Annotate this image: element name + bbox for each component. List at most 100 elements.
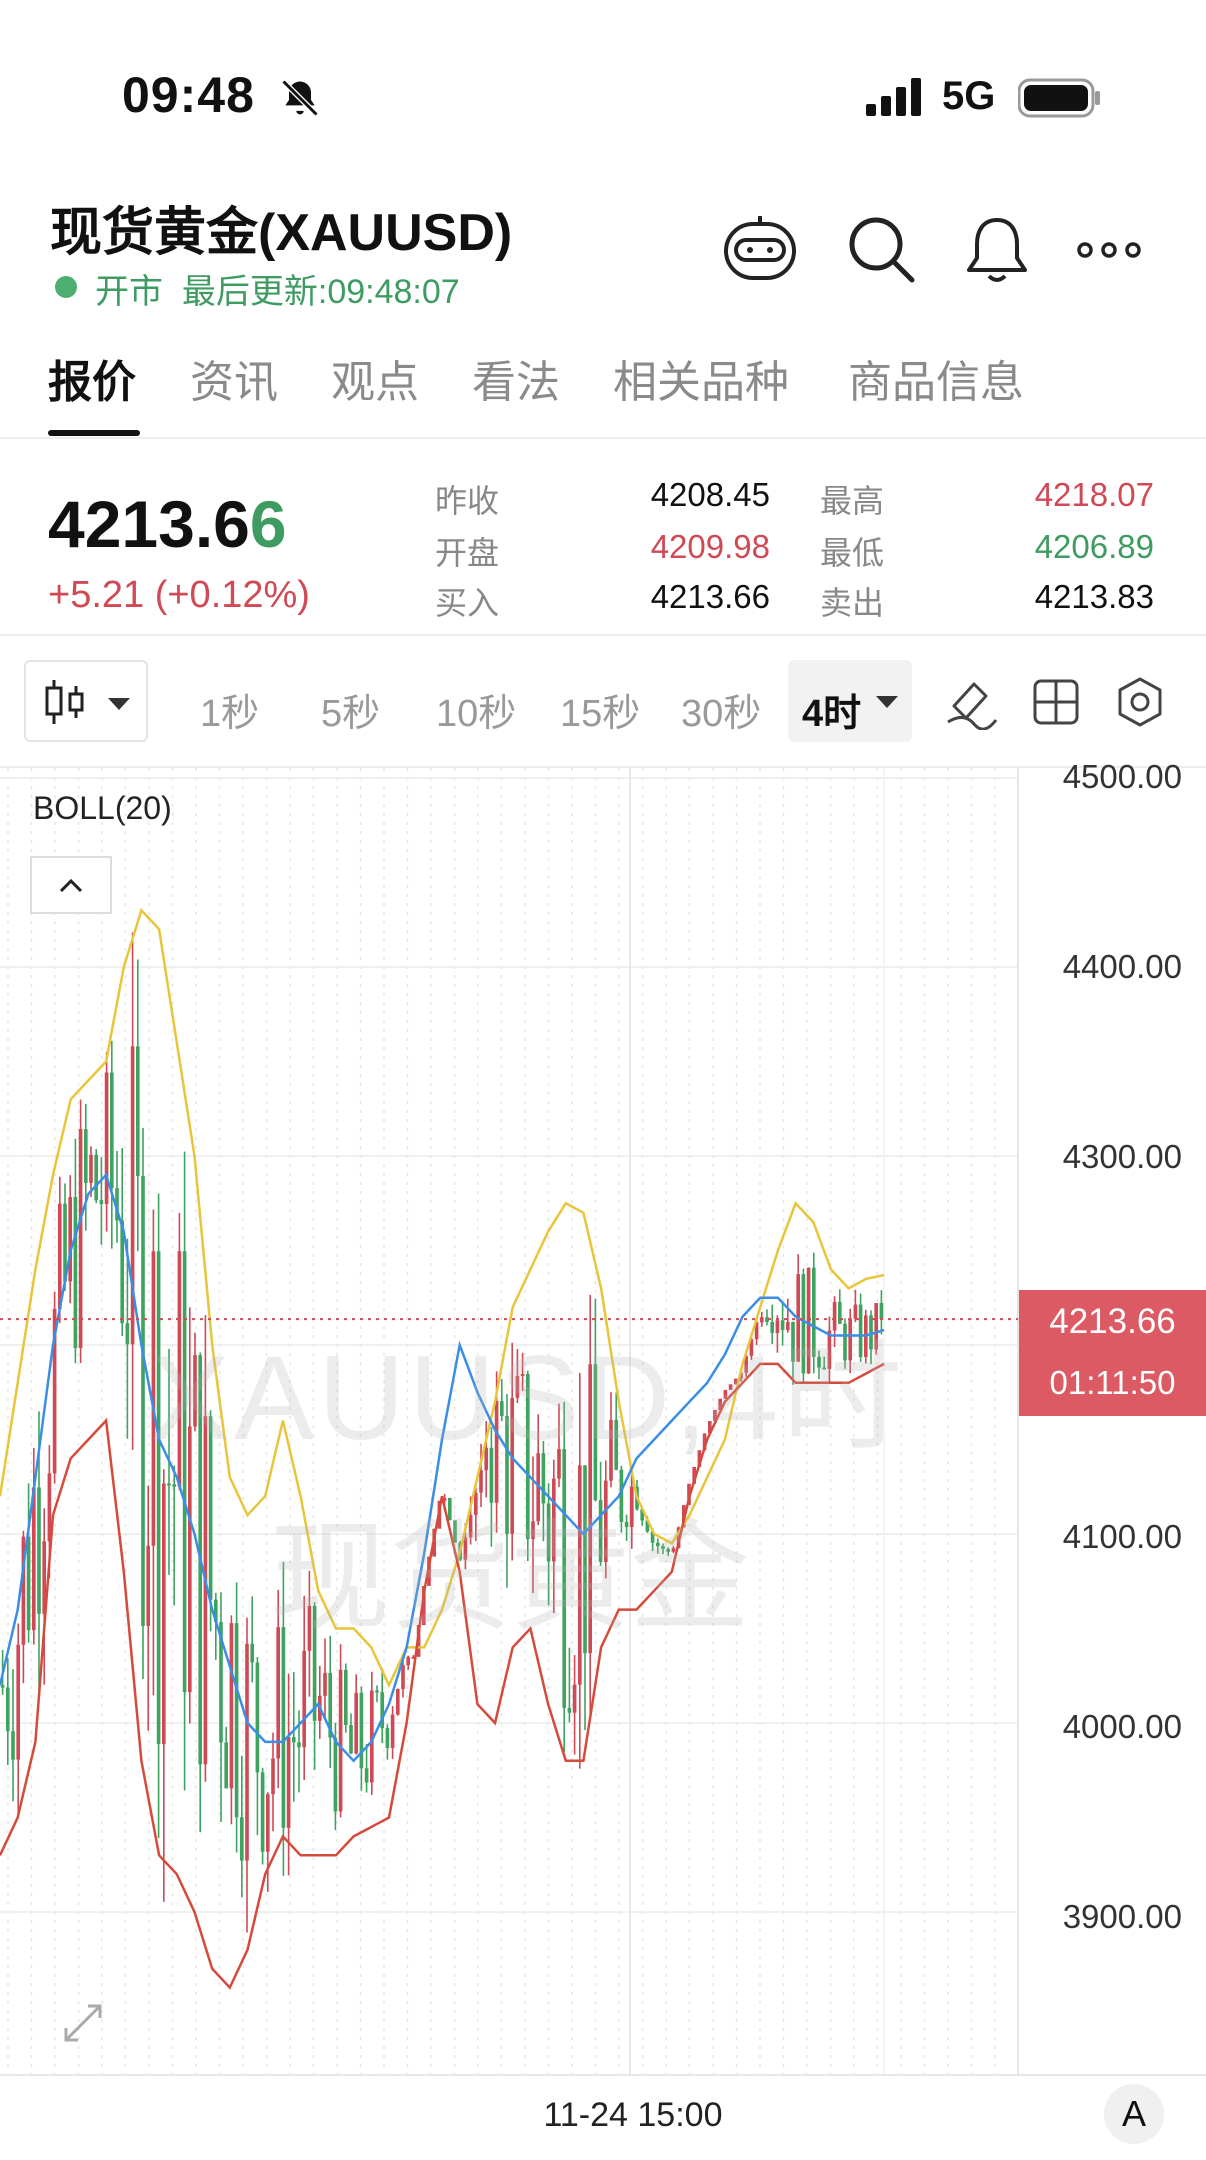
candle-body — [239, 1817, 244, 1861]
settings-icon[interactable] — [1114, 676, 1166, 728]
candle-body — [879, 1303, 884, 1320]
divider — [0, 634, 1206, 636]
candle-body — [375, 1690, 379, 1693]
candle-body — [666, 1548, 671, 1552]
tab-quote[interactable]: 报价 — [48, 358, 136, 407]
indicator-label[interactable]: BOLL(20) — [33, 790, 172, 826]
candle-body — [0, 1685, 5, 1688]
candle-body — [473, 1492, 478, 1515]
robot-assistant-icon[interactable] — [722, 214, 798, 284]
chevron-down-icon — [108, 698, 130, 710]
expand-icon[interactable] — [60, 2000, 106, 2046]
interval-15s[interactable]: 15秒 — [560, 693, 641, 735]
candle-body — [109, 1072, 114, 1189]
candle-body — [442, 1497, 447, 1501]
candle-body — [141, 1175, 145, 1627]
candle-body — [359, 1692, 364, 1769]
candle-body — [172, 1484, 177, 1487]
ask-value: 4213.83 — [1034, 578, 1154, 615]
candle-body — [837, 1301, 842, 1324]
candle-body — [645, 1520, 650, 1532]
interval-1s[interactable]: 1秒 — [200, 693, 260, 735]
candle-body — [406, 1656, 411, 1666]
y-tick-label: 4500.00 — [1062, 758, 1182, 795]
candle-body — [37, 1487, 41, 1614]
chart-watermark-symbol: XAUUSD,4时 — [150, 1331, 907, 1465]
draw-tool-icon[interactable] — [944, 676, 998, 730]
candlestick-icon — [45, 680, 84, 724]
candle-body — [588, 1364, 593, 1654]
candle-body — [453, 1520, 457, 1543]
candle-body — [583, 1465, 587, 1654]
candle-body — [224, 1742, 229, 1789]
interval-10s[interactable]: 10秒 — [436, 693, 517, 735]
candle-body — [401, 1665, 405, 1690]
candle-body — [312, 1605, 317, 1721]
candle-body — [78, 1129, 83, 1349]
candle-body — [754, 1322, 759, 1340]
candle-body — [822, 1367, 827, 1370]
candle-body — [328, 1672, 333, 1738]
layout-grid-icon[interactable] — [1032, 678, 1080, 726]
tab-opinions[interactable]: 看法 — [472, 358, 560, 407]
candle-body — [390, 1714, 395, 1749]
chart-watermark-name: 现货黄金 — [270, 1511, 750, 1645]
candle-body — [749, 1339, 754, 1356]
candle-body — [744, 1355, 749, 1373]
open-value: 4209.98 — [650, 528, 770, 565]
interval-5s[interactable]: 5秒 — [321, 693, 381, 735]
candle-body — [219, 1621, 223, 1743]
candle-body — [349, 1724, 353, 1754]
chevron-down-icon — [876, 696, 898, 708]
low-label: 最低 — [820, 535, 885, 571]
status-time: 09:48 — [122, 67, 255, 123]
divider — [0, 437, 1206, 439]
candle-body — [395, 1689, 400, 1715]
candle-body — [697, 1450, 702, 1467]
candle-body — [520, 1373, 525, 1376]
divider — [0, 2074, 1206, 2076]
bell-icon[interactable] — [962, 214, 1032, 286]
tab-product-info[interactable]: 商品信息 — [848, 358, 1024, 407]
candle-body — [832, 1301, 837, 1331]
candle-body — [343, 1669, 348, 1725]
candle-body — [260, 1772, 265, 1852]
auto-scale-button[interactable]: A — [1104, 2084, 1164, 2144]
search-icon[interactable] — [846, 214, 916, 284]
candle-body — [16, 1644, 21, 1760]
candle-body — [177, 1251, 182, 1487]
candle-body — [94, 1154, 99, 1201]
candle-body — [255, 1662, 260, 1773]
last-price-marker: 4213.66 01:11:50 — [1019, 1290, 1206, 1416]
page-title: 现货黄金(XAUUSD) — [50, 204, 513, 262]
bid-label: 买入 — [435, 585, 500, 621]
candle-body — [57, 1203, 62, 1309]
market-status: 开市 最后更新:09:48:07 — [95, 264, 460, 313]
price-chart[interactable] — [0, 768, 1206, 2074]
price-last-digit: 6 — [249, 487, 287, 561]
candle-body — [692, 1466, 697, 1484]
candle-body — [785, 1321, 790, 1331]
candle-body — [421, 1585, 426, 1626]
tab-viewpoints[interactable]: 观点 — [331, 358, 419, 407]
candle-body — [593, 1364, 598, 1501]
candle-body — [203, 1416, 208, 1765]
bid-value: 4213.66 — [650, 578, 770, 615]
market-open-dot — [55, 276, 77, 298]
y-tick-label: 4100.00 — [1062, 1518, 1182, 1555]
candle-body — [369, 1690, 374, 1783]
candle-body — [624, 1521, 629, 1527]
bell-off-icon — [281, 79, 319, 117]
tab-related[interactable]: 相关品种 — [613, 358, 789, 407]
tab-news[interactable]: 资讯 — [190, 358, 278, 407]
interval-4h-selector[interactable]: 4时 — [788, 660, 912, 742]
interval-30s[interactable]: 30秒 — [681, 693, 762, 735]
candle-body — [661, 1546, 665, 1549]
candle-body — [276, 1627, 281, 1759]
candle-body — [713, 1409, 717, 1422]
more-icon[interactable] — [1076, 240, 1142, 260]
candle-body — [765, 1317, 769, 1322]
collapse-indicator-button[interactable] — [30, 856, 112, 914]
chart-type-selector[interactable] — [24, 660, 148, 742]
candle-body — [89, 1154, 93, 1184]
